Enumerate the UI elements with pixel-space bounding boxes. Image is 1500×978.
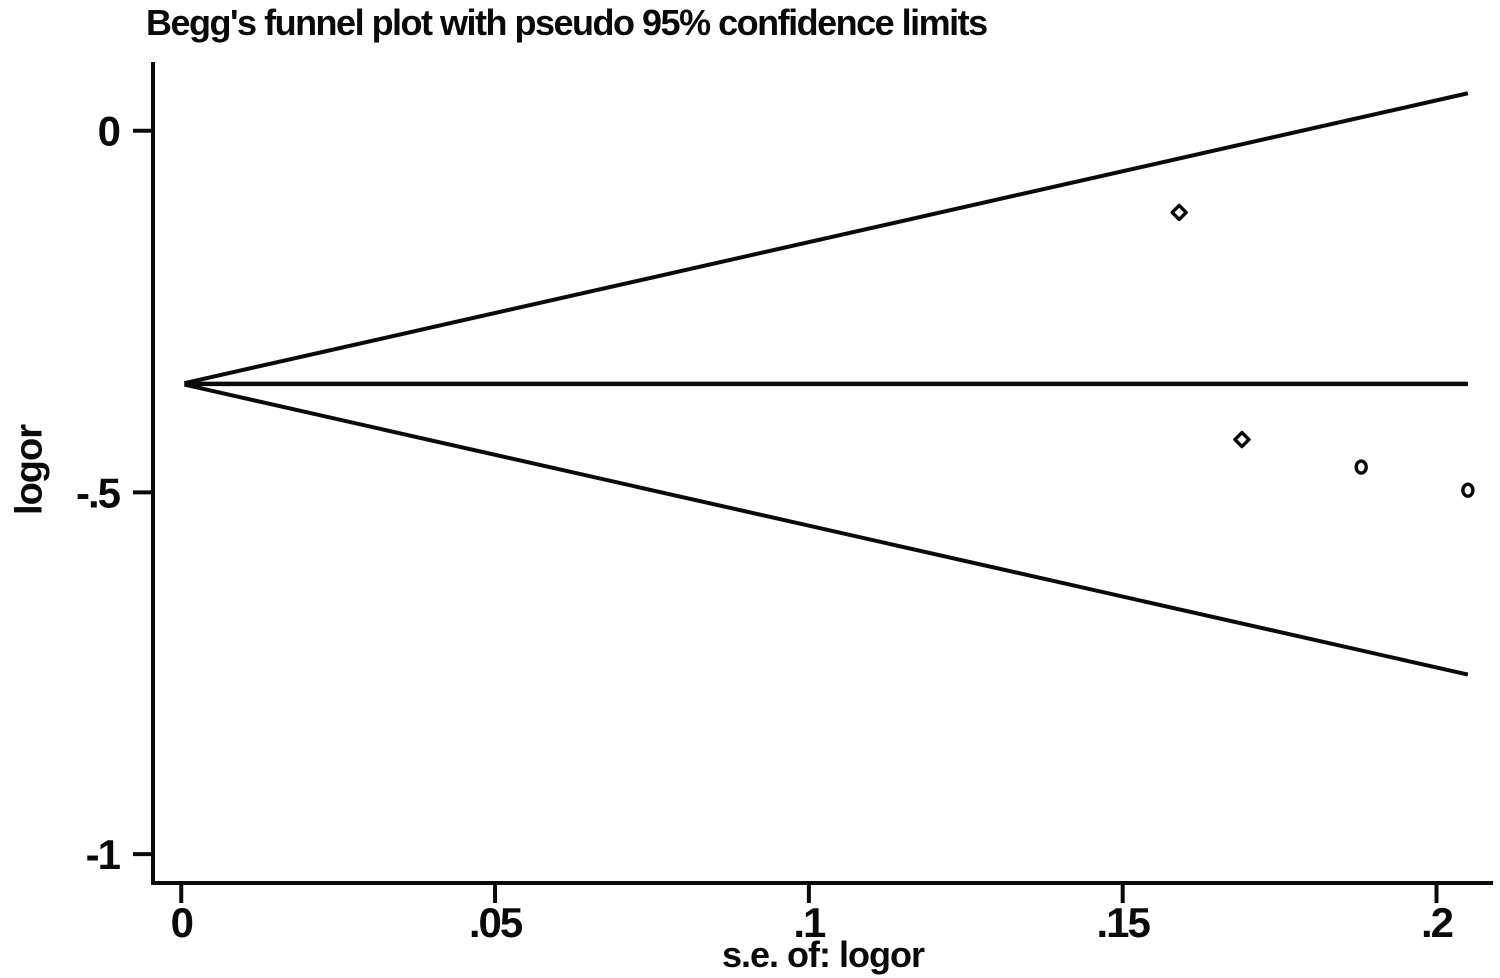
data-point-marker <box>1354 459 1368 475</box>
x-tick-label: 0 <box>171 899 193 946</box>
x-tick-label: .1 <box>793 899 826 946</box>
chart-title: Begg's funnel plot with pseudo 95% confi… <box>146 2 988 43</box>
data-point-marker <box>1233 430 1251 449</box>
y-tick-label: 0 <box>98 108 120 155</box>
x-tick-label: .2 <box>1421 899 1453 946</box>
y-tick-label: -.5 <box>76 469 121 516</box>
y-tick-label: -1 <box>86 831 121 878</box>
x-tick-label: .05 <box>469 899 523 946</box>
data-point-marker <box>1170 203 1188 222</box>
x-axis-title: s.e. of: logor <box>722 934 925 975</box>
data-point-marker <box>1461 482 1475 498</box>
funnel-upper-limit-line <box>183 91 1469 386</box>
funnel-lower-limit-line <box>183 382 1469 677</box>
x-tick-label: .15 <box>1097 899 1151 946</box>
